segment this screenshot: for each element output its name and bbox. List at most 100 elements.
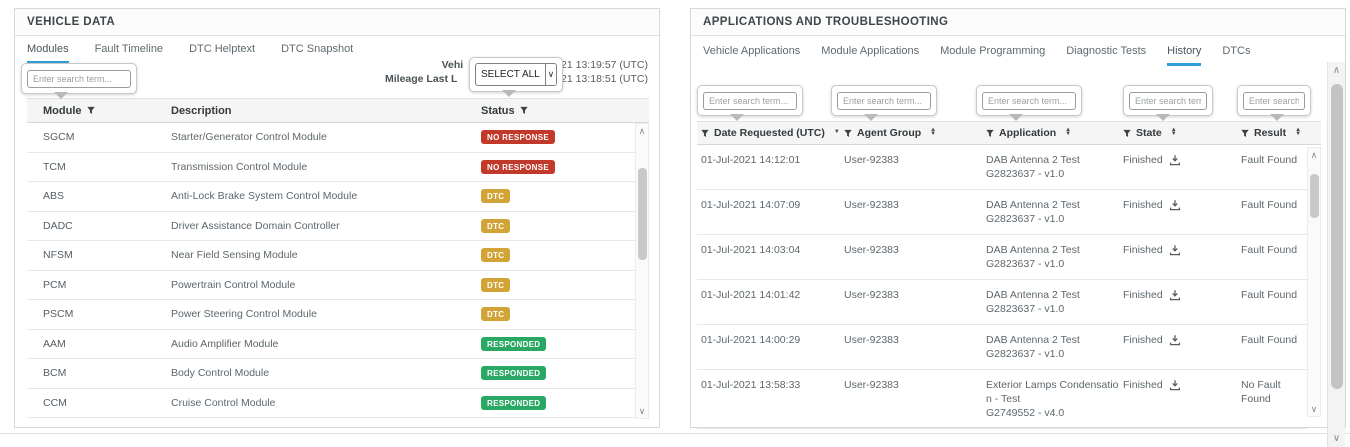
filter-icon[interactable] (986, 129, 994, 138)
tab-label: Vehicle Applications (703, 45, 800, 57)
date-requested: 01-Jul-2021 13:58:33 (701, 378, 844, 392)
scrollbar-thumb[interactable] (1310, 174, 1319, 218)
download-icon[interactable] (1169, 334, 1181, 346)
download-icon[interactable] (1169, 199, 1181, 211)
tab-label: DTC Helptext (189, 43, 255, 55)
tab-label: Module Applications (821, 45, 919, 57)
sort-icon[interactable] (1065, 129, 1071, 136)
result-search-input[interactable] (1243, 92, 1305, 110)
sort-icon[interactable] (834, 131, 840, 135)
column-header[interactable]: Result (1241, 127, 1321, 139)
tab[interactable]: DTCs (1222, 45, 1250, 66)
tab[interactable]: Module Applications (821, 45, 919, 66)
module-table-body: SGCM Starter/Generator Control Module NO… (27, 123, 635, 418)
download-icon[interactable] (1169, 154, 1181, 166)
filter-icon[interactable] (520, 106, 528, 115)
column-header[interactable]: Description (171, 105, 481, 117)
scroll-down-icon[interactable]: ∨ (636, 405, 648, 417)
column-header[interactable]: Agent Group (844, 127, 986, 139)
history-table-scrollbar[interactable]: ∧ ∨ (1307, 147, 1321, 417)
sort-icon[interactable] (930, 129, 936, 136)
tab[interactable]: DTC Snapshot (281, 43, 353, 64)
scroll-down-icon[interactable]: ∨ (1328, 433, 1345, 444)
result-search-popover (1237, 85, 1311, 116)
agent-search-input[interactable] (837, 92, 931, 110)
status-badge: DTC (481, 307, 510, 321)
download-icon[interactable] (1169, 379, 1181, 391)
agent-group: User-92383 (844, 153, 986, 167)
column-label: Description (171, 105, 232, 117)
column-label: State (1136, 127, 1162, 139)
column-label: Date Requested (UTC) (714, 127, 825, 139)
status-badge: DTC (481, 278, 510, 292)
sort-icon[interactable] (1295, 129, 1301, 136)
scroll-up-icon[interactable]: ∧ (636, 125, 648, 137)
table-row[interactable]: AAM Audio Amplifier Module RESPONDED (27, 330, 635, 360)
history-table-body: 01-Jul-2021 14:12:01 User-92383 DAB Ante… (697, 145, 1307, 429)
scrollbar-thumb[interactable] (638, 168, 647, 260)
status-badge: RESPONDED (481, 366, 546, 380)
table-row[interactable]: ABS Anti-Lock Brake System Control Modul… (27, 182, 635, 212)
table-row[interactable]: BCM Body Control Module RESPONDED (27, 359, 635, 389)
table-row[interactable]: 01-Jul-2021 14:01:42 User-92383 DAB Ante… (697, 280, 1307, 325)
tab-label: Fault Timeline (95, 43, 163, 55)
filter-icon[interactable] (844, 129, 852, 138)
page-scrollbar[interactable]: ∧ ∨ (1327, 62, 1345, 447)
tab[interactable]: Vehicle Applications (703, 45, 800, 66)
module-code: CCM (43, 397, 171, 409)
table-row[interactable]: CCM Cruise Control Module RESPONDED (27, 389, 635, 419)
module-description: Body Control Module (171, 367, 481, 379)
table-row[interactable]: 01-Jul-2021 14:07:09 User-92383 DAB Ante… (697, 190, 1307, 235)
table-row[interactable]: PCM Powertrain Control Module DTC (27, 271, 635, 301)
column-header[interactable]: Application (986, 127, 1123, 139)
state: Finished (1123, 378, 1163, 392)
module-code: TCM (43, 161, 171, 173)
date-search-input[interactable] (703, 92, 797, 110)
download-icon[interactable] (1169, 244, 1181, 256)
module-table-scrollbar[interactable]: ∧ ∨ (635, 123, 649, 419)
result: Fault Found (1241, 288, 1307, 302)
filter-icon[interactable] (1123, 129, 1131, 138)
column-header[interactable]: Date Requested (UTC) (701, 127, 844, 139)
tab[interactable]: DTC Helptext (189, 43, 255, 64)
table-row[interactable]: PSCM Power Steering Control Module DTC (27, 300, 635, 330)
table-row[interactable]: DADC Driver Assistance Domain Controller… (27, 212, 635, 242)
scroll-down-icon[interactable]: ∨ (1308, 403, 1320, 415)
filter-icon[interactable] (1241, 129, 1249, 138)
state-search-input[interactable] (1129, 92, 1207, 110)
scrollbar-thumb[interactable] (1331, 84, 1343, 389)
table-row[interactable]: TCM Transmission Control Module NO RESPO… (27, 153, 635, 183)
module-table-header: Module Description Status (27, 98, 649, 123)
result: Fault Found (1241, 198, 1307, 212)
application-search-input[interactable] (982, 92, 1076, 110)
table-row[interactable]: 01-Jul-2021 14:12:01 User-92383 DAB Ante… (697, 145, 1307, 190)
tab[interactable]: History (1167, 45, 1201, 66)
module-code: DADC (43, 220, 171, 232)
application: Exterior Lamps Condensatio n - Test G274… (986, 378, 1123, 420)
scroll-up-icon[interactable]: ∧ (1308, 149, 1320, 161)
module-code: PSCM (43, 308, 171, 320)
tab[interactable]: Modules (27, 43, 69, 64)
module-code: SGCM (43, 131, 171, 143)
filter-icon[interactable] (87, 106, 95, 115)
module-code: ABS (43, 190, 171, 202)
table-row[interactable]: SGCM Starter/Generator Control Module NO… (27, 123, 635, 153)
column-header[interactable]: Status (481, 105, 649, 117)
tab[interactable]: Fault Timeline (95, 43, 163, 64)
tab[interactable]: Diagnostic Tests (1066, 45, 1146, 66)
table-row[interactable]: 01-Jul-2021 13:58:33 User-92383 Exterior… (697, 370, 1307, 429)
download-icon[interactable] (1169, 289, 1181, 301)
table-row[interactable]: 01-Jul-2021 14:00:29 User-92383 DAB Ante… (697, 325, 1307, 370)
scroll-up-icon[interactable]: ∧ (1328, 65, 1345, 76)
status-filter-select[interactable]: SELECT ALL ∨ (475, 63, 557, 86)
sort-icon[interactable] (1171, 129, 1177, 136)
table-row[interactable]: NFSM Near Field Sensing Module DTC (27, 241, 635, 271)
column-header[interactable]: Module (43, 105, 171, 117)
column-header[interactable]: State (1123, 127, 1241, 139)
filter-icon[interactable] (701, 129, 709, 138)
tab[interactable]: Module Programming (940, 45, 1045, 66)
module-search-input[interactable] (27, 70, 131, 88)
table-row[interactable]: 01-Jul-2021 14:03:04 User-92383 DAB Ante… (697, 235, 1307, 280)
chevron-down-icon: ∨ (545, 64, 556, 85)
module-description: Driver Assistance Domain Controller (171, 220, 481, 232)
